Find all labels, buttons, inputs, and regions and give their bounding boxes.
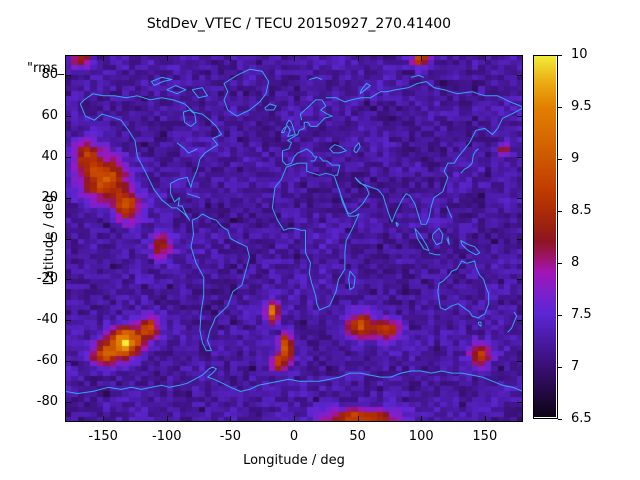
y-tick-label: -80	[36, 393, 58, 409]
map-overlay	[65, 55, 523, 422]
colorbar-tick-label: 7.5	[571, 307, 592, 322]
chart-title: StdDev_VTEC / TECU 20150927_270.41400	[146, 16, 452, 32]
colorbar	[533, 55, 562, 420]
y-tick-label: 80	[41, 67, 58, 83]
colorbar-tick	[558, 107, 562, 108]
coastline-layer	[65, 68, 523, 394]
colorbar-tick	[558, 211, 562, 212]
y-tick-label: 60	[41, 108, 58, 124]
x-tick-label: 50	[349, 429, 366, 444]
axis-ticks-layer	[66, 56, 522, 421]
colorbar-border	[533, 55, 558, 419]
y-tick-label: -60	[36, 352, 58, 368]
colorbar-tick	[558, 419, 562, 420]
colorbar-tick	[558, 263, 562, 264]
x-tick-label: -150	[88, 429, 118, 444]
y-tick-label: -20	[36, 271, 58, 287]
colorbar-tick	[558, 159, 562, 160]
colorbar-tick-label: 9.5	[571, 99, 592, 114]
colorbar-tick-label: 8.5	[571, 203, 592, 218]
y-tick-label: 20	[41, 189, 58, 205]
colorbar-tick	[558, 315, 562, 316]
x-tick-label: -50	[219, 429, 241, 444]
colorbar-canvas	[533, 55, 556, 417]
x-axis-label: Longitude / deg	[243, 453, 345, 468]
x-tick-label: 100	[408, 429, 434, 444]
colorbar-tick-label: 7	[571, 359, 580, 374]
colorbar-tick-label: 9	[571, 151, 580, 166]
colorbar-tick	[558, 55, 562, 56]
plot-border	[65, 55, 523, 422]
x-tick-label: 150	[472, 429, 498, 444]
rms-overlay-text: "rms_	[27, 61, 65, 76]
x-tick-label: -100	[152, 429, 182, 444]
colorbar-tick	[558, 367, 562, 368]
colorbar-tick-label: 10	[571, 47, 588, 62]
y-tick-label: -40	[36, 312, 58, 328]
plot-area	[65, 55, 523, 422]
x-tick-label: 0	[289, 429, 299, 444]
y-tick-label: 0	[49, 230, 58, 246]
y-tick-label: 40	[41, 148, 58, 164]
heatmap-canvas	[65, 55, 523, 422]
colorbar-tick-label: 6.5	[571, 411, 592, 426]
colorbar-tick-label: 8	[571, 255, 580, 270]
